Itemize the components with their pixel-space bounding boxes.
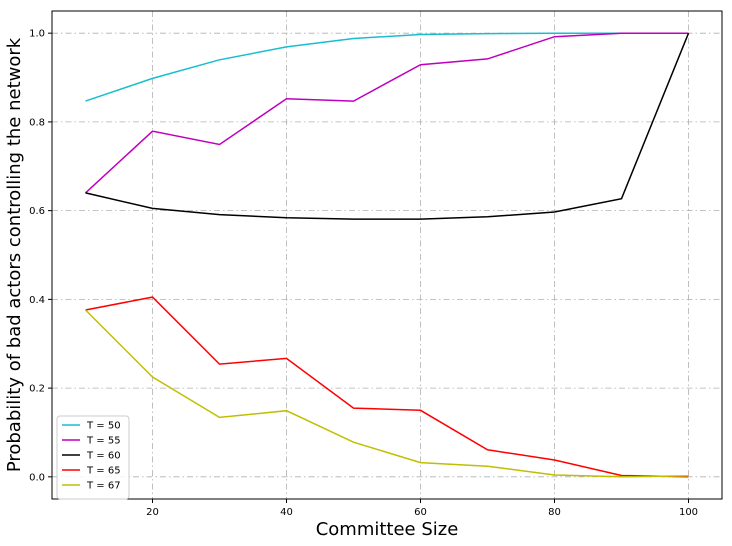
x-axis-label: Committee Size [316,519,459,540]
x-tick-label: 80 [548,507,561,518]
legend-label: T = 67 [86,481,121,492]
legend-label: T = 50 [86,421,121,432]
y-axis-label: Probability of bad actors controlling th… [4,37,25,472]
y-axis-ticks: 0.0 0.2 0.4 0.6 0.8 1.0 [29,29,52,483]
y-tick-label: 0.4 [29,295,45,306]
series-line-3 [85,296,689,478]
legend-label: T = 65 [86,466,121,477]
y-tick-label: 0.8 [29,117,45,128]
series-line-1 [84,32,689,194]
series-lines [84,32,690,478]
grid-lines [52,11,722,499]
y-tick-label: 0.2 [29,384,45,395]
y-tick-label: 1.0 [29,29,45,40]
y-tick-label: 0.6 [29,206,45,217]
legend-label: T = 60 [86,451,121,462]
series-line-0 [85,32,689,102]
legend: T = 50 T = 55 T = 60 T = 65 T = 67 [56,415,130,500]
x-tick-label: 20 [146,507,159,518]
series-line-2 [85,32,690,220]
axes-frame [51,10,723,500]
x-tick-label: 40 [280,507,293,518]
x-tick-label: 100 [679,507,698,518]
legend-label: T = 55 [86,436,121,447]
x-tick-label: 60 [414,507,427,518]
legend-box [56,415,130,500]
series-line-4 [84,309,689,478]
y-tick-label: 0.0 [29,472,45,483]
x-axis-ticks: 20 40 60 80 100 [146,499,698,518]
